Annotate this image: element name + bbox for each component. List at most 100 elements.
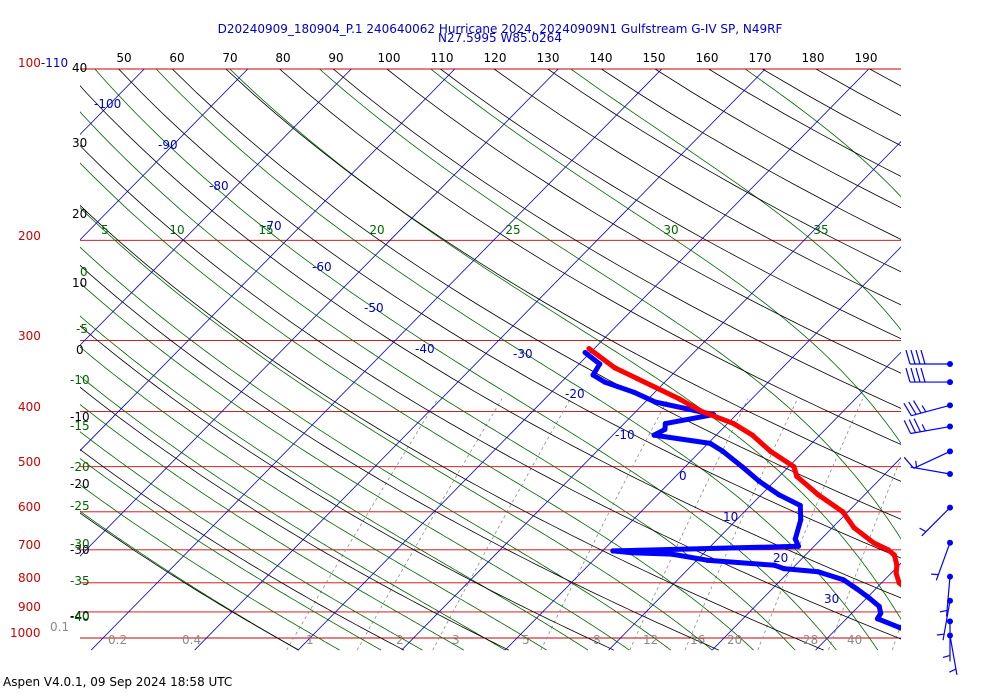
mixing-ratio-tick-label: 0.1 <box>50 620 69 634</box>
mixing-ratio-line <box>540 398 669 651</box>
theta-tick-label: 140 <box>590 51 613 65</box>
dewpoint-point <box>652 399 659 405</box>
wind-barb <box>936 597 953 641</box>
dewpoint-point <box>682 405 689 412</box>
moist-adiabat-tick-label: -10 <box>70 373 90 387</box>
moist-adiabat-line <box>155 69 879 651</box>
mixing-ratio-line <box>757 398 863 651</box>
theta-e-tick-label: 10 <box>169 223 184 237</box>
dewpoint-point <box>629 550 635 556</box>
temperature-point <box>894 562 900 568</box>
dewpoint-point <box>797 502 803 509</box>
chart-title: D20240909_180904_P.1 240640062 Hurricane… <box>217 22 783 36</box>
moist-adiabat-line <box>80 346 547 651</box>
temperature-point <box>976 624 981 629</box>
height-tick-label: -10 <box>70 410 90 424</box>
sounding-profiles <box>582 345 981 631</box>
dry-adiabat-line <box>493 69 901 306</box>
dewpoint-point <box>602 379 608 385</box>
height-tick-label: -30 <box>70 543 90 557</box>
pressure-tick-label: 700 <box>18 538 41 552</box>
isotherm-tick-label: -20 <box>565 387 585 401</box>
moist-adiabat-line <box>80 315 589 651</box>
temperature-point <box>885 547 891 553</box>
mixing-ratio-tick-label: 5 <box>522 633 530 647</box>
dry-adiabat-line <box>815 69 901 117</box>
wind-barb <box>905 367 953 386</box>
pressure-tick-label: 900 <box>18 600 41 614</box>
dewpoint-point <box>897 625 901 631</box>
dry-adiabat-line <box>80 144 901 640</box>
wind-barb <box>905 349 953 368</box>
moist-adiabat-tick-label: -30 <box>70 537 90 551</box>
temperature-point <box>851 525 857 531</box>
isotherm-tick-label: -90 <box>158 138 178 152</box>
mixing-ratio-line <box>892 622 901 651</box>
dry-adiabat-line <box>80 264 719 651</box>
mixing-ratio-tick-label: 28 <box>803 633 818 647</box>
dry-adiabat-line <box>977 69 1000 650</box>
dewpoint-point <box>866 595 872 601</box>
wind-barb <box>919 504 953 537</box>
temperature-point <box>612 365 618 371</box>
isotherm-line <box>80 69 249 241</box>
temperature-point <box>815 492 821 498</box>
dry-adiabat-line <box>654 69 901 209</box>
isotherm-line <box>80 69 456 452</box>
dewpoint-point <box>840 577 846 583</box>
mixing-ratio-tick-label: 0.2 <box>108 633 127 647</box>
moist-adiabat-tick-label: -40 <box>70 610 90 624</box>
isotherm-tick-label: -40 <box>415 342 435 356</box>
mixing-ratio-lines <box>286 398 901 651</box>
theta-tick-label: 70 <box>222 51 237 65</box>
height-tick-label: -20 <box>70 477 90 491</box>
theta-tick-label: 60 <box>169 51 184 65</box>
dry-adiabat-line <box>923 69 1000 650</box>
theta-tick-label: 120 <box>484 51 507 65</box>
dewpoint-line <box>582 350 901 631</box>
temperature-point <box>840 509 846 515</box>
dewpoint-point <box>795 543 802 549</box>
isotherm-line <box>90 69 663 651</box>
isotherm-line <box>80 69 559 557</box>
theta-e-tick-label: 35 <box>813 223 828 237</box>
theta-tick-label: 130 <box>537 51 560 65</box>
moist-adiabat-line <box>80 282 630 651</box>
dewpoint-point <box>704 557 710 563</box>
dry-adiabat-line <box>80 204 824 651</box>
moist-adiabat-tick-label: -5 <box>76 322 88 336</box>
temperature-point <box>907 589 912 594</box>
theta-tick-label: 190 <box>855 51 878 65</box>
dewpoint-point <box>590 372 596 378</box>
dry-adiabat-line <box>80 512 300 651</box>
height-tick-label: -40 <box>70 609 90 623</box>
isotherm-line <box>815 562 901 651</box>
moist-adiabat-tick-label: -20 <box>70 460 90 474</box>
mixing-ratio-tick-label: 20 <box>727 633 742 647</box>
dewpoint-point <box>720 448 726 455</box>
wind-barb <box>931 539 953 581</box>
isotherm-line <box>80 69 352 346</box>
dewpoint-point <box>772 562 778 568</box>
temperature-point <box>891 552 898 558</box>
wind-barb <box>939 573 953 617</box>
temperature-point <box>791 464 797 470</box>
dewpoint-point <box>631 389 637 395</box>
dewpoint-point <box>662 426 668 433</box>
dewpoint-point <box>597 361 603 367</box>
theta-tick-label: 170 <box>749 51 772 65</box>
isotherm-line <box>297 69 870 651</box>
theta-e-tick-label: 5 <box>101 223 109 237</box>
dewpoint-point <box>610 548 616 554</box>
moist-adiabat-line <box>80 484 340 651</box>
moist-adiabat-tick-label: -15 <box>70 419 90 433</box>
mixing-ratio-line <box>432 398 571 651</box>
theta-e-tick-label: 25 <box>505 223 520 237</box>
dewpoint-point <box>792 536 798 542</box>
dry-adiabat-line <box>225 69 901 482</box>
mixing-ratio-tick-label: 0.4 <box>182 633 201 647</box>
pressure-tick-label: 600 <box>18 500 41 514</box>
isotherm-line <box>608 351 901 651</box>
isotherm-tick-label: -80 <box>209 179 229 193</box>
moist-adiabat-line <box>430 69 901 444</box>
